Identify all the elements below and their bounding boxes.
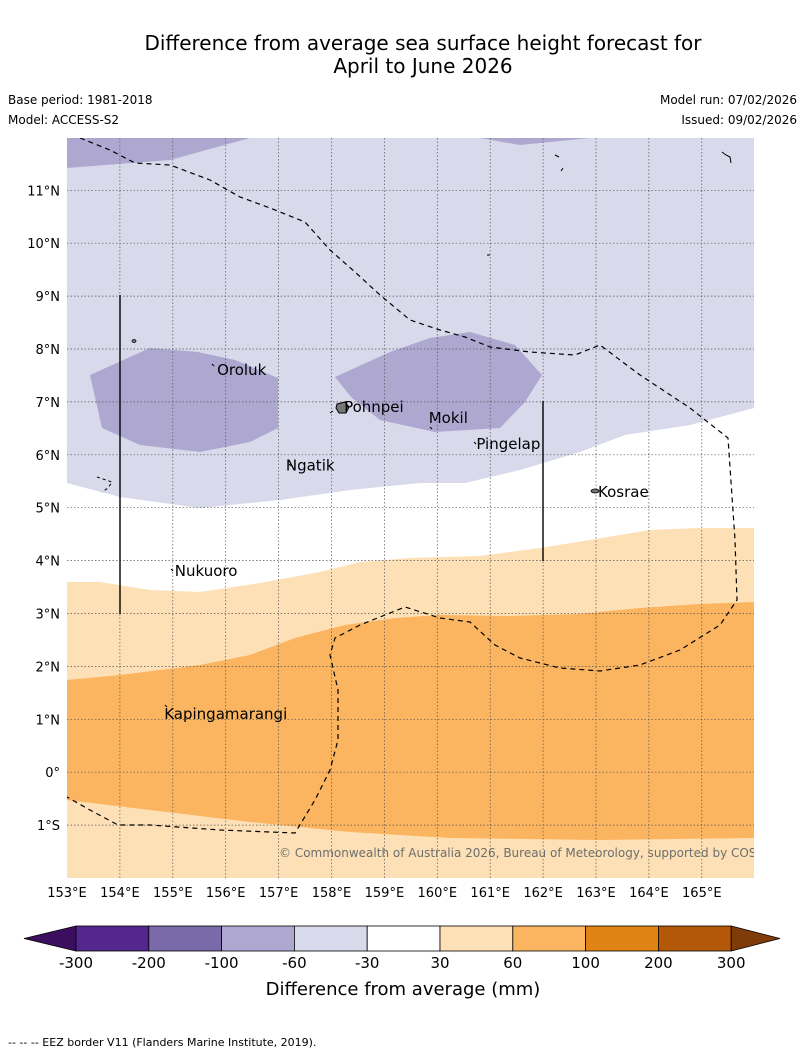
- islet-marker: [329, 410, 334, 414]
- colorbar-tick-label: 300: [717, 954, 746, 972]
- place-label-pingelap: Pingelap: [476, 435, 540, 453]
- colorbar-tick-label: 60: [503, 954, 522, 972]
- lon-tick-label: 155°E: [153, 886, 193, 901]
- model-name: Model: ACCESS-S2: [8, 113, 120, 127]
- colorbar-tick-label: 100: [571, 954, 600, 972]
- place-label-oroluk: Oroluk: [217, 361, 266, 379]
- title-line-2: April to June 2026: [333, 54, 513, 78]
- lat-tick-label: 4°N: [36, 555, 61, 570]
- copyright-text: © Commonwealth of Australia 2026, Bureau…: [279, 846, 784, 860]
- colorbar-segment: [366, 925, 441, 952]
- colorbar-segment: [512, 925, 586, 952]
- colorbar-segment: [75, 925, 150, 952]
- lon-tick-label: 162°E: [523, 886, 563, 901]
- lon-tick-label: 153°E: [47, 886, 87, 901]
- lat-tick-label: 7°N: [36, 396, 61, 411]
- place-labels: Oroluk Pohnpei Mokil Pingelap Ngatik Kosrae Nu…: [164, 361, 648, 723]
- colorbar-tick-labels: -300 -200 -100 -60 -30 30 60 100 200 300: [59, 954, 746, 972]
- colorbar-segment: [221, 925, 295, 952]
- lon-tick-label: 156°E: [206, 886, 246, 901]
- lon-tick-label: 154°E: [100, 886, 140, 901]
- lat-tick-label: 9°N: [36, 290, 61, 305]
- lon-tick-label: 165°E: [682, 886, 722, 901]
- lat-tick-label: 5°N: [36, 502, 61, 517]
- colorbar-segment: [148, 925, 223, 952]
- lat-tick-label: 8°N: [36, 343, 61, 358]
- lat-tick-label: 11°N: [27, 184, 60, 199]
- colorbar-tick-label: -60: [282, 954, 307, 972]
- latitude-tick-labels: 11°N 10°N 9°N 8°N 7°N 6°N 5°N 4°N 3°N 2°N 1°N 0° 1°S: [27, 184, 60, 834]
- anomaly-patch-pohnpei: [335, 332, 542, 432]
- lon-tick-label: 159°E: [365, 886, 405, 901]
- pohnpei-island: [335, 401, 350, 414]
- model-run: Model run: 07/02/2026: [659, 93, 797, 107]
- issued-date: Issued: 09/02/2026: [681, 113, 797, 127]
- colorbar-segment: [439, 925, 514, 952]
- lat-tick-label: 1°S: [37, 819, 60, 834]
- forecast-map: Oroluk Pohnpei Mokil Pingelap Ngatik Kosrae Nu…: [23, 138, 784, 1000]
- colorbar-extend-low: [23, 925, 77, 952]
- lon-tick-label: 158°E: [312, 886, 352, 901]
- anomaly-patch-north: [67, 138, 250, 168]
- colorbar-tick-label: -30: [355, 954, 380, 972]
- place-label-kosrae: Kosrae: [598, 483, 649, 501]
- eez-border: [67, 138, 738, 834]
- anomaly-patch-north-east: [480, 138, 590, 145]
- graticule: [67, 138, 754, 878]
- lat-tick-label: 0°: [45, 766, 60, 781]
- anomaly-band-plus-60: [67, 602, 754, 840]
- place-label-mokil: Mokil: [429, 409, 468, 427]
- lat-tick-label: 6°N: [36, 449, 61, 464]
- place-label-nukuoro: Nukuoro: [175, 562, 238, 580]
- map-plot-area: Oroluk Pohnpei Mokil Pingelap Ngatik Kosrae Nu…: [67, 138, 784, 878]
- anomaly-patch-oroluk: [90, 348, 278, 452]
- lon-tick-label: 160°E: [418, 886, 458, 901]
- base-period: Base period: 1981-2018: [8, 93, 153, 107]
- islet-marker: [487, 151, 732, 256]
- title-line-1: Difference from average sea surface heig…: [144, 31, 702, 55]
- footer-note: -- -- -- EEZ border V11 (Flanders Marine…: [8, 1036, 317, 1049]
- colorbar-tick-label: 30: [430, 954, 449, 972]
- place-label-ngatik: Ngatik: [286, 456, 335, 474]
- colorbar-extend-high: [730, 925, 781, 952]
- lat-tick-label: 3°N: [36, 608, 61, 623]
- colorbar-segment: [585, 925, 659, 952]
- eez-border-fragment: [96, 476, 113, 493]
- colorbar-segment: [658, 925, 732, 952]
- lon-tick-label: 157°E: [259, 886, 299, 901]
- place-label-kapingamarangi: Kapingamarangi: [164, 705, 287, 723]
- kosrae-island: [590, 488, 600, 494]
- chart-title: Difference from average sea surface heig…: [0, 32, 804, 78]
- lat-tick-label: 10°N: [27, 237, 60, 252]
- colorbar-segment: [293, 925, 368, 952]
- lon-tick-label: 164°E: [629, 886, 669, 901]
- longitude-tick-labels: 153°E 154°E 155°E 156°E 157°E 158°E 159°E 160°E…: [47, 886, 721, 901]
- colorbar-tick-label: -100: [205, 954, 239, 972]
- lat-tick-label: 1°N: [36, 713, 61, 728]
- lon-tick-label: 161°E: [470, 886, 510, 901]
- lat-tick-label: 2°N: [36, 660, 61, 675]
- place-label-pohnpei: Pohnpei: [344, 398, 404, 416]
- colorbar-tick-label: 200: [644, 954, 673, 972]
- colorbar-tick-label: -200: [132, 954, 166, 972]
- colorbar-title: Difference from average (mm): [266, 979, 541, 1000]
- islet-marker: [131, 339, 137, 343]
- lon-tick-label: 163°E: [576, 886, 616, 901]
- colorbar-tick-label: -300: [59, 954, 93, 972]
- islet-marker: [164, 363, 477, 708]
- colorbar: [23, 925, 781, 952]
